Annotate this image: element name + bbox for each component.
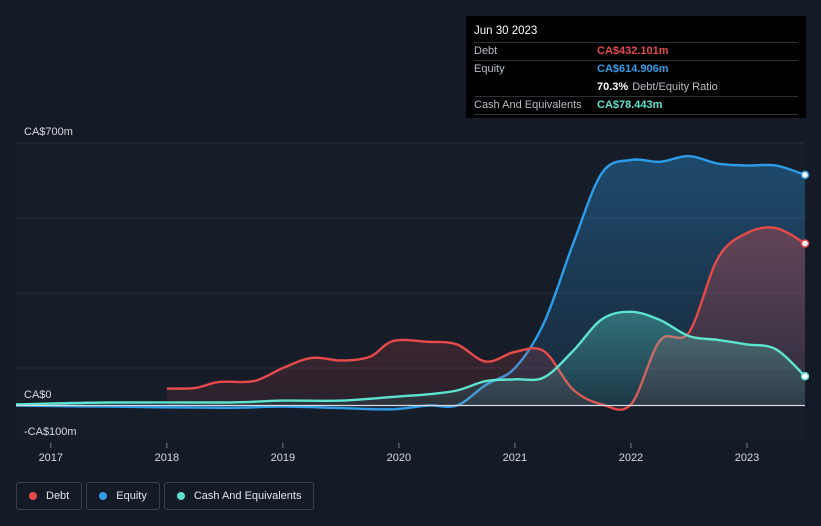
tooltip-date: Jun 30 2023 [474,25,538,37]
tooltip-row-ratio: 70.3% Debt/Equity Ratio [474,78,798,96]
tooltip-equity-value: CA$614.906m [597,63,669,75]
x-tick-label: 2020 [387,452,411,464]
cash-line [15,310,806,406]
tooltip-equity-label: Equity [474,63,505,75]
x-tick-label: 2018 [155,452,179,464]
legend-debt-label: Debt [46,490,70,502]
legend-item-debt[interactable]: Debt [16,482,83,510]
legend-equity-label: Equity [116,490,147,502]
tooltip: Jun 30 2023 Debt CA$432.101m Equity CA$6… [466,16,806,118]
cash-dot-icon [176,492,185,500]
cash-end-marker [800,372,810,381]
x-tick-label: 2022 [619,452,643,464]
equity-dot-icon [99,492,108,500]
y-tick-label: CA$0 [24,389,52,401]
debt-end-marker [800,239,810,248]
y-tick-label: -CA$100m [24,426,77,438]
tooltip-cash-label: Cash And Equivalents [474,99,582,111]
x-tick-label: 2023 [735,452,759,464]
debt-dot-icon [29,492,37,500]
y-tick-label: CA$700m [24,126,73,138]
x-tick-label: 2019 [271,452,295,464]
tooltip-debt-value: CA$432.101m [597,45,669,57]
tooltip-row-cash: Cash And Equivalents CA$78.443m [474,96,798,115]
cash-area [16,311,805,406]
legend: Debt Equity Cash And Equivalents [16,482,315,510]
tooltip-cash-value: CA$78.443m [597,99,663,111]
debt-area [166,227,806,410]
debt-line [166,226,806,411]
tooltip-ratio-label: Debt/Equity Ratio [632,81,718,93]
x-tick-label: 2021 [503,452,527,464]
legend-item-equity[interactable]: Equity [86,482,160,510]
tooltip-debt-label: Debt [474,45,498,57]
legend-cash-label: Cash And Equivalents [193,490,302,502]
equity-end-marker [800,170,810,180]
tooltip-row-equity: Equity CA$614.906m [474,60,798,78]
x-tick-label: 2017 [39,452,63,464]
legend-item-cash[interactable]: Cash And Equivalents [163,482,315,510]
tooltip-ratio-value: 70.3% [597,81,629,93]
tooltip-row-debt: Debt CA$432.101m [474,42,798,60]
